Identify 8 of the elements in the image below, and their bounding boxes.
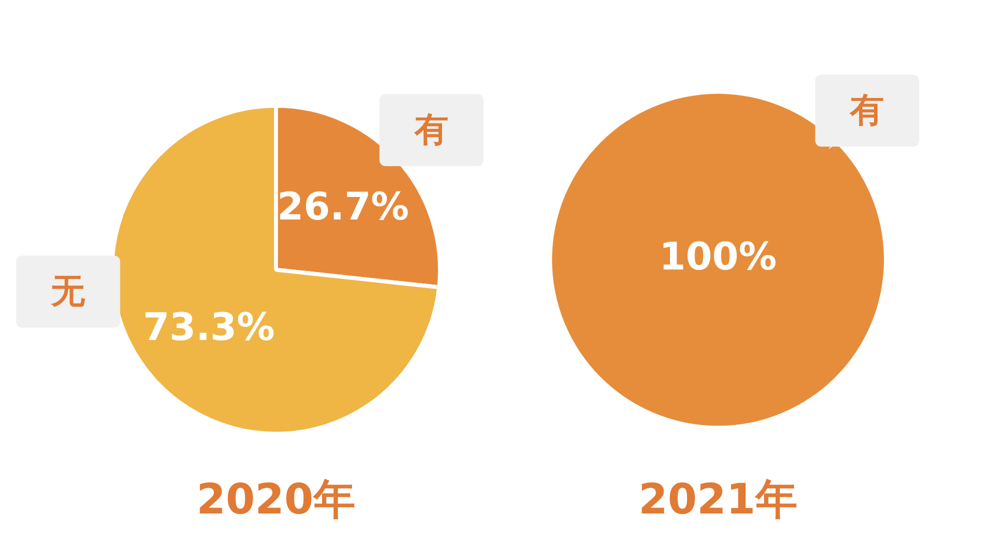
data-label: 100% [659,234,777,279]
text: 2021年 [638,474,798,524]
slice-label: 有 [413,110,448,150]
slice-label: 有 [849,90,884,131]
data-label: 26.7% [277,184,410,228]
data-label: 73.3% [142,304,275,349]
text: 2020年 [196,474,356,524]
slice-label: 无 [50,272,86,312]
